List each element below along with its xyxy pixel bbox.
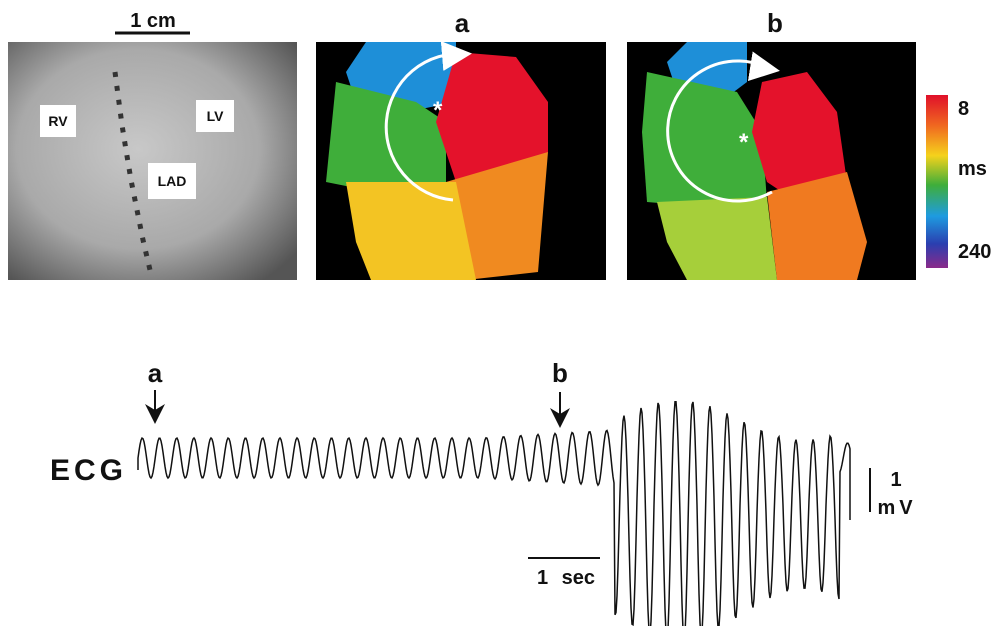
- reentry-arc: [384, 52, 467, 202]
- time-scale-label: 1 sec: [537, 567, 595, 589]
- activation-map-a: *: [316, 41, 606, 280]
- map-region: [346, 182, 476, 280]
- vessel-markers: [112, 71, 153, 271]
- map-region: [446, 152, 548, 280]
- map-region: [767, 172, 867, 280]
- panel-label: b: [767, 8, 783, 38]
- anatomy-panel: 1 cm RV LV LAD: [8, 10, 297, 280]
- rv-label: RV: [48, 113, 68, 129]
- lad-label: LAD: [158, 173, 187, 189]
- label-box: [40, 105, 76, 137]
- marker-label: a: [148, 358, 163, 388]
- color-scale: [926, 95, 948, 268]
- label-box: [148, 163, 196, 199]
- map-region: [752, 72, 847, 202]
- asterisk: *: [739, 129, 749, 156]
- reentry-arc: [666, 59, 773, 203]
- label-box: [196, 100, 234, 132]
- reentry-arrow: [747, 51, 780, 82]
- scale-label: 1 cm: [130, 10, 176, 32]
- activation-map-b: *: [627, 42, 916, 280]
- map-region: [657, 197, 777, 280]
- map-region: [436, 52, 548, 182]
- asterisk: *: [433, 97, 443, 124]
- panel-label: a: [455, 8, 470, 38]
- amplitude-unit: mV: [877, 497, 916, 519]
- scale-bottom: 240: [958, 241, 991, 263]
- scale-unit: ms: [958, 158, 987, 180]
- lv-label: LV: [207, 108, 225, 124]
- reentry-arrow: [440, 41, 472, 71]
- ecg-trace: [137, 401, 851, 626]
- ecg-label: ECG: [50, 454, 127, 487]
- marker-label: b: [552, 358, 568, 388]
- amplitude-value: 1: [890, 469, 901, 491]
- anatomy-image: [8, 42, 297, 280]
- scale-top: 8: [958, 98, 969, 120]
